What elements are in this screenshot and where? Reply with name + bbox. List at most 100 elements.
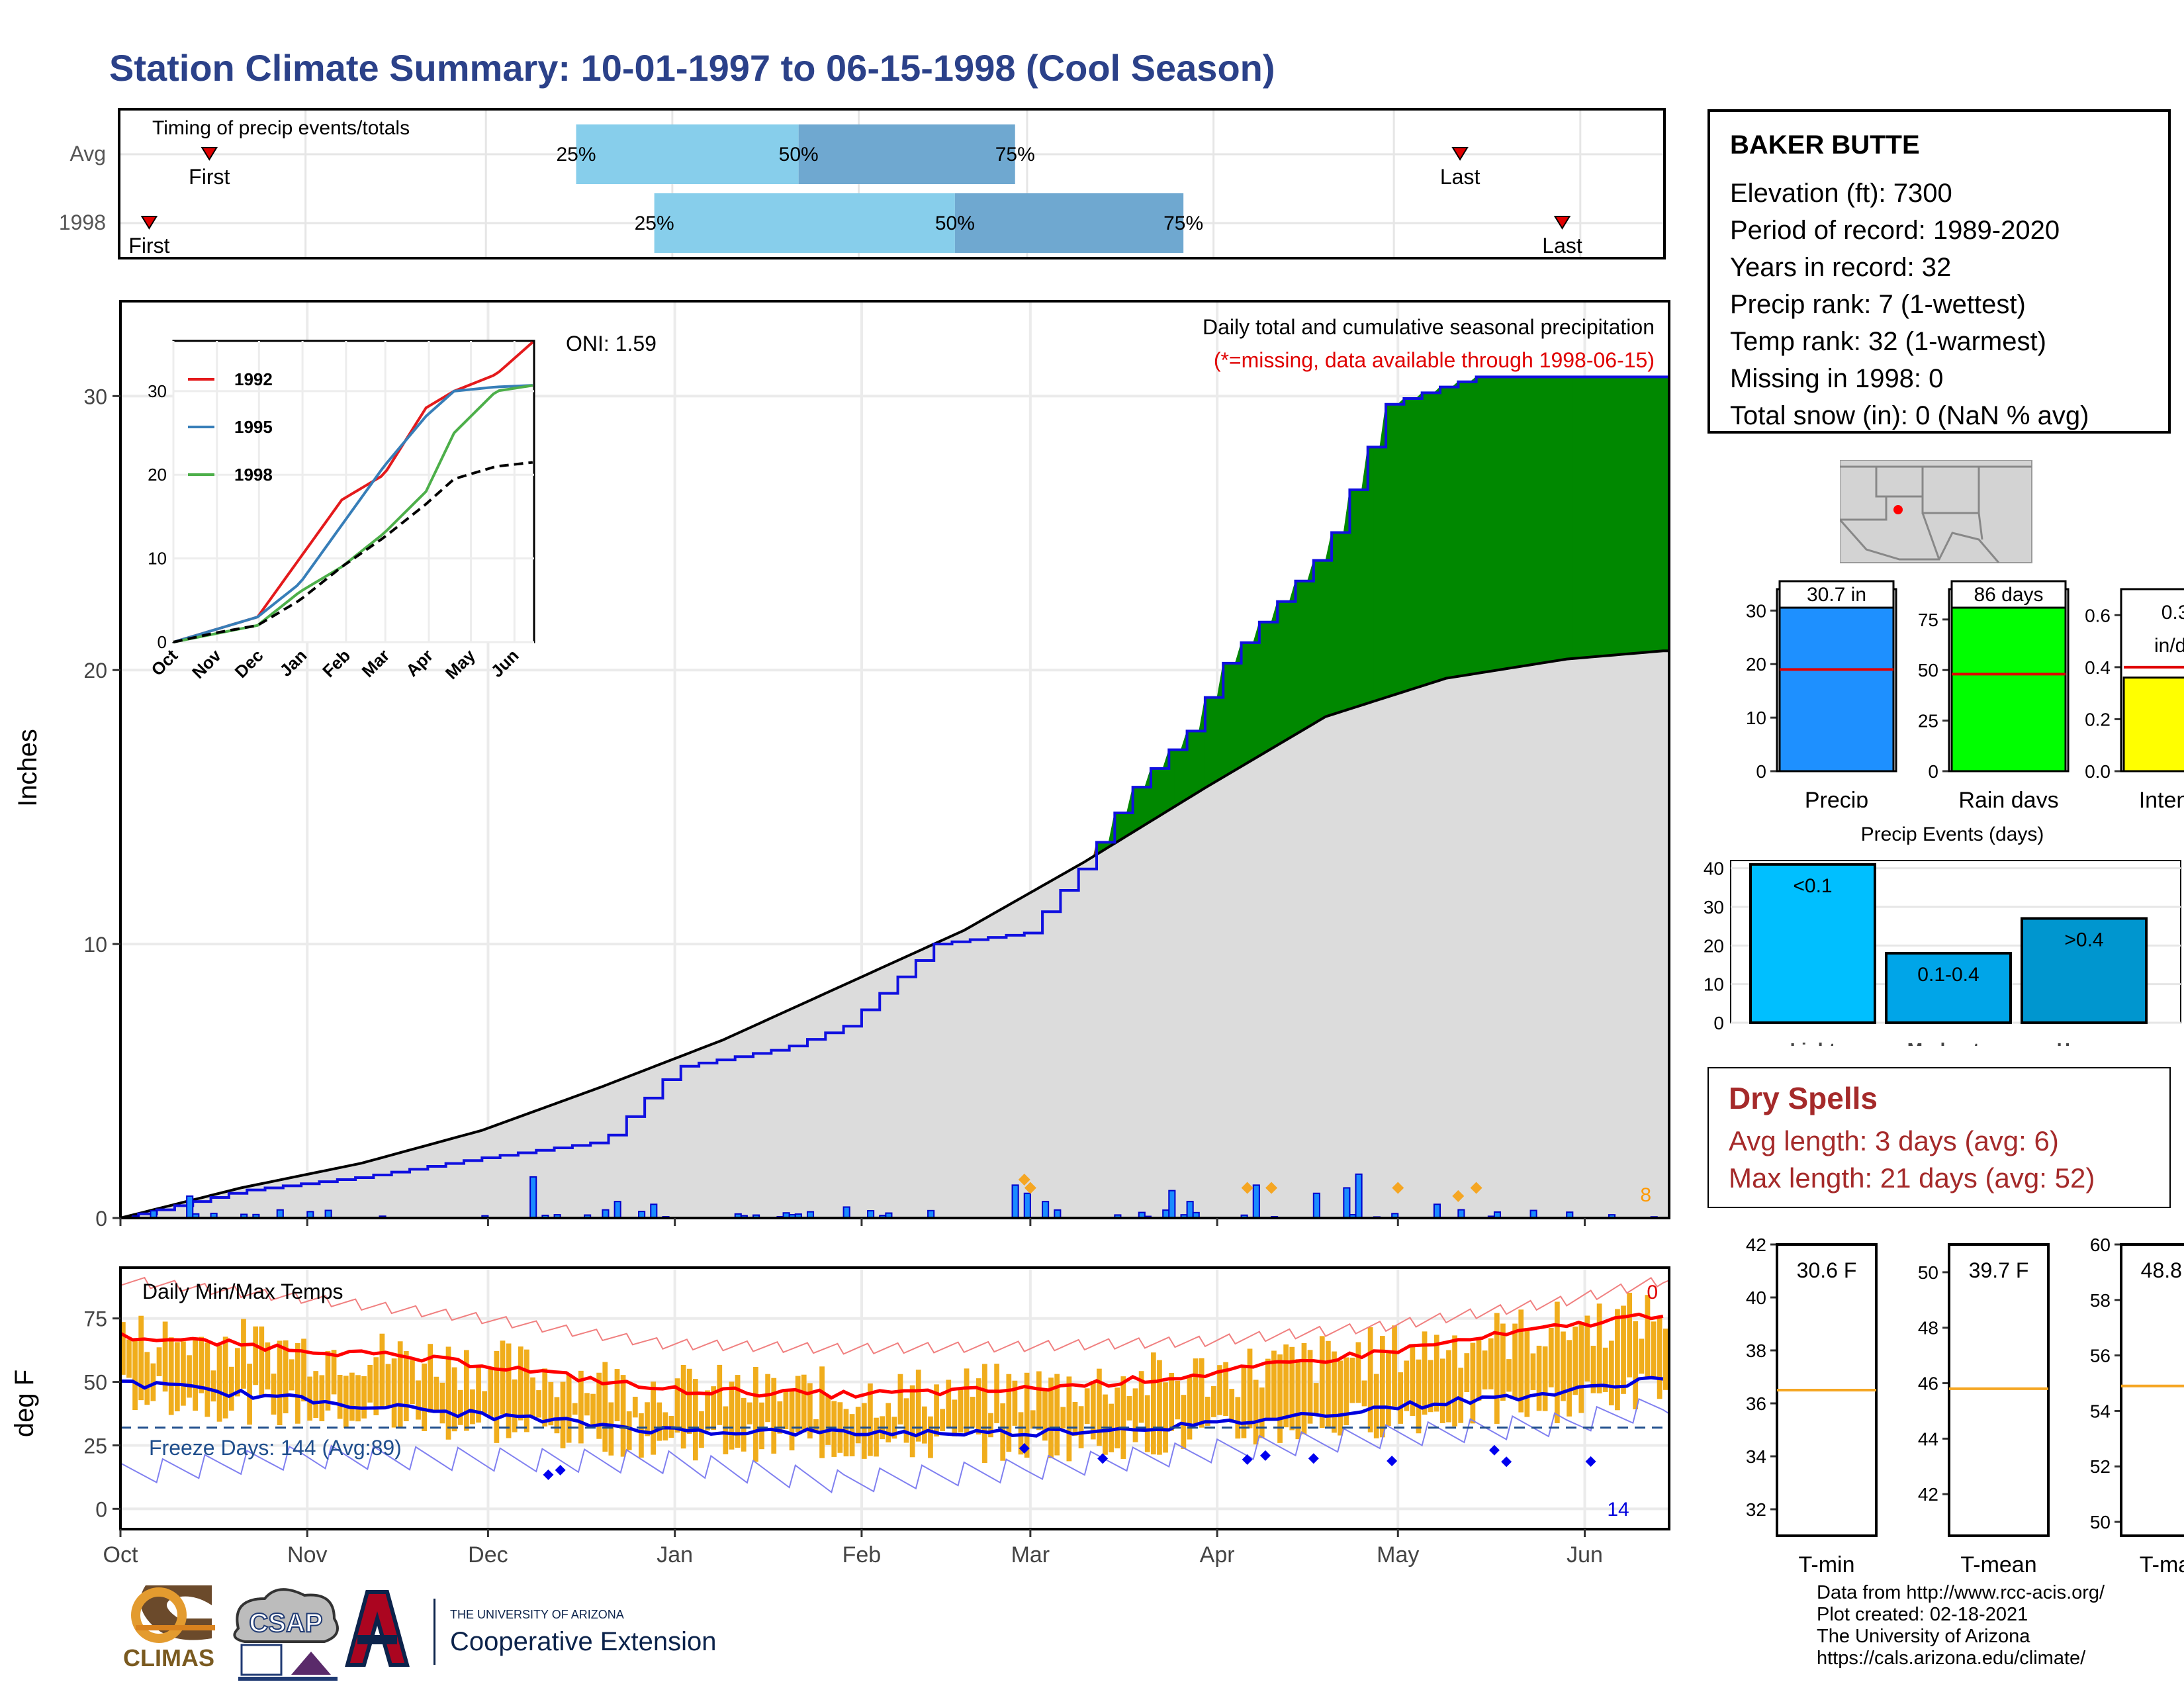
precip-anomaly-area [1271, 601, 1278, 749]
daily-temp-bar [1078, 1406, 1084, 1448]
daily-temp-bar [470, 1389, 475, 1425]
daily-temp-bar [1241, 1365, 1247, 1438]
precip-average-area [120, 651, 1669, 1218]
missing-note: (*=missing, data available through 1998-… [1214, 348, 1655, 372]
daily-temp-bar [1464, 1353, 1470, 1393]
credits: Data from http://www.rcc-acis.org/ Plot … [1817, 1582, 2105, 1669]
mini-bar-intensity [2122, 677, 2184, 773]
station-precip-rank: Precip rank: 7 (1-wettest) [1730, 290, 2026, 319]
daily-temp-bar [222, 1336, 228, 1419]
daily-temp-bar [530, 1377, 535, 1418]
daily-temp-bar [921, 1406, 927, 1444]
dry-spells-max: Max length: 21 days (avg: 52) [1729, 1162, 2095, 1194]
precip-anomaly-area [1451, 381, 1459, 678]
daily-temp-bar [1584, 1315, 1590, 1382]
temp-ytick-label-3: 75 [83, 1307, 107, 1331]
precip-anomaly-area [1518, 376, 1525, 667]
daily-temp-bar [156, 1347, 162, 1376]
precip-anomaly-area [1409, 398, 1417, 690]
daily-temp-bar [512, 1379, 518, 1432]
precip-anomaly-area [1572, 376, 1579, 659]
daily-temp-bar [343, 1376, 349, 1428]
precip-events-chart: Precip Events (days) 0 10 20 30 40 <0.1 Light 0… [1704, 823, 2181, 1046]
daily-temp-bar [1247, 1348, 1253, 1429]
precip-anomaly-area [1313, 560, 1320, 725]
daily-temp-bar [241, 1319, 246, 1389]
daily-temp-bar [1561, 1331, 1566, 1401]
cumulative-inset: 0 10 20 30 Oct Nov Dec Jan Feb Mar Apr May Jun 1992 19… [147, 340, 535, 683]
daily-temp-bar [445, 1346, 451, 1440]
daily-temp-bar [1386, 1353, 1391, 1427]
mini-ytick-label: 0.4 [2085, 657, 2111, 678]
daily-temp-bar [1596, 1303, 1602, 1393]
timing-label: Timing of precip events/totals [152, 117, 410, 139]
daily-temp-bar [349, 1372, 355, 1421]
temp-ytick-label-2: 50 [83, 1371, 107, 1395]
snow-marker [1452, 1190, 1465, 1202]
precip-anomaly-area [1596, 376, 1604, 657]
daily-temp-bar [1265, 1358, 1271, 1421]
daily-temp-bar [126, 1339, 132, 1378]
record-low-marker [1097, 1453, 1109, 1464]
daily-temp-bar [1115, 1387, 1120, 1448]
temp-summary-frame-1 [1948, 1243, 2050, 1537]
daily-temp-bar [253, 1326, 259, 1385]
credit-plot-created: Plot created: 02-18-2021 [1817, 1604, 2028, 1625]
daily-temp-bar [674, 1378, 680, 1433]
mini-ytick-label: 0.6 [2085, 605, 2111, 626]
mini-ytick-label: 30 [1746, 600, 1766, 621]
month-label-Jan: Jan [657, 1542, 693, 1568]
daily-precip-bar [1312, 1192, 1320, 1219]
precip-ytick-label-1: 10 [83, 933, 107, 957]
temp-count-top: 0 [1647, 1282, 1658, 1303]
temp-summary-charts: 32 34 36 38 40 42 30.6 F T-min 42 44 46 48 50 39.7 F T… [1746, 1235, 2184, 1577]
daily-temp-bar [970, 1397, 976, 1428]
locator-map [1840, 460, 2032, 563]
daily-temp-bar [463, 1350, 469, 1431]
svg-text:CLIMAS: CLIMAS [123, 1644, 214, 1671]
daily-temp-bar [1555, 1301, 1560, 1423]
timing-first-label-0: First [189, 165, 230, 189]
precip-anomaly-area [1626, 376, 1633, 655]
daily-temp-bar [1361, 1380, 1367, 1407]
mini-ytick-label: 0.0 [2085, 761, 2111, 782]
temp-label: Daily Min/Max Temps [142, 1280, 343, 1303]
daily-temp-bar [1506, 1359, 1512, 1392]
daily-temp-bar [1030, 1410, 1036, 1429]
daily-temp-bar [331, 1350, 337, 1395]
daily-temp-bar [524, 1349, 529, 1432]
daily-temp-bar [651, 1382, 656, 1455]
daily-precip-bar [842, 1206, 850, 1219]
precip-anomaly-area [1500, 376, 1507, 671]
credit-university: The University of Arizona [1817, 1626, 2030, 1647]
daily-temp-bar [403, 1351, 409, 1421]
month-label-Mar: Mar [1011, 1542, 1050, 1568]
daily-temp-bar [783, 1389, 789, 1430]
station-snow: Total snow (in): 0 (NaN % avg) [1730, 401, 2089, 430]
inset-month-label: Feb [318, 645, 354, 681]
daily-temp-bar [729, 1382, 735, 1450]
temp-summary-label: T-min [1799, 1552, 1855, 1577]
daily-temp-bar [391, 1358, 397, 1428]
record-low-marker [1019, 1442, 1030, 1454]
timing-p25-1: 25% [635, 212, 674, 234]
daily-temp-bar [747, 1402, 752, 1425]
events-ytick-label: 20 [1704, 935, 1724, 956]
events-bar-label: <0.1 [1793, 875, 1832, 897]
timing-bar-upper-1 [954, 193, 1184, 253]
temp-summary-label: T-mean [1960, 1552, 2036, 1577]
daily-temp-bar [1615, 1309, 1620, 1411]
precip-anomaly-area [1578, 376, 1586, 659]
daily-temp-bar [1338, 1360, 1343, 1436]
month-label-Apr: Apr [1200, 1542, 1235, 1568]
logos: CLIMAS CSAP THE UNIVERSITY OF ARIZONA Co… [123, 1585, 716, 1681]
daily-temp-bar [1235, 1397, 1241, 1439]
daily-temp-bar [1175, 1380, 1181, 1420]
temp-summary-ytick-label: 42 [1918, 1484, 1938, 1505]
daily-precip-bar [1433, 1203, 1441, 1219]
daily-temp-bar [277, 1340, 283, 1425]
temp-summary-ytick-label: 44 [1918, 1429, 1938, 1449]
precip-anomaly-area [1638, 376, 1646, 653]
temp-count-bottom: 14 [1607, 1499, 1629, 1521]
record-low-marker [1387, 1455, 1398, 1466]
